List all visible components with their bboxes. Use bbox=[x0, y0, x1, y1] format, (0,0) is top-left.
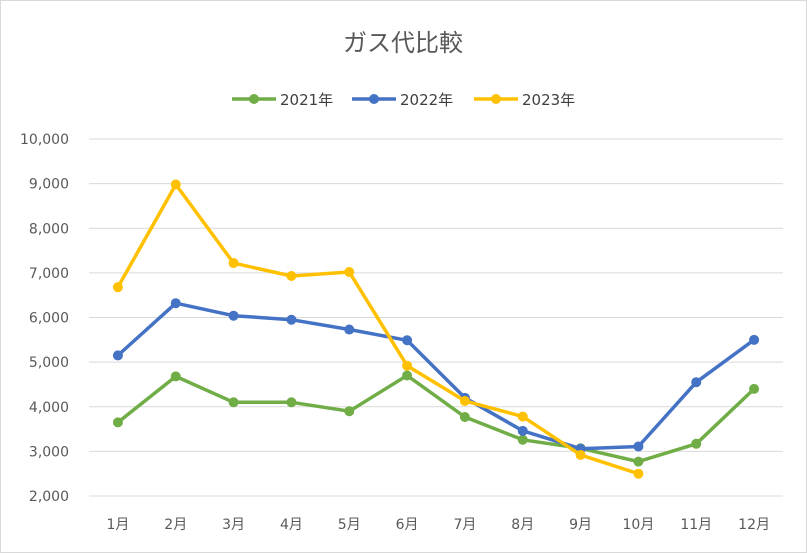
legend-marker bbox=[369, 94, 379, 104]
data-point bbox=[402, 360, 413, 371]
series-line bbox=[116, 182, 641, 476]
data-point bbox=[228, 258, 239, 269]
x-tick-label: 8月 bbox=[511, 517, 534, 533]
series-1 bbox=[112, 370, 760, 467]
y-axis: 2,000 3,000 4,000 5,000 6,000 7,000 8,000 9,000… bbox=[20, 132, 69, 505]
series-line bbox=[116, 301, 756, 451]
legend-label: 2021年 bbox=[280, 91, 333, 109]
x-tick-label: 3月 bbox=[222, 517, 245, 533]
series-group bbox=[112, 179, 760, 479]
data-point bbox=[633, 468, 644, 479]
y-tick-label: 4,000 bbox=[29, 400, 69, 416]
data-point bbox=[633, 441, 644, 452]
legend-label: 2022年 bbox=[400, 91, 453, 109]
data-point bbox=[286, 314, 297, 325]
data-point bbox=[517, 411, 528, 422]
x-tick-label: 10月 bbox=[623, 517, 655, 533]
data-point bbox=[170, 298, 181, 309]
data-point bbox=[344, 266, 355, 277]
legend-marker bbox=[491, 94, 501, 104]
data-point bbox=[459, 395, 470, 406]
data-point bbox=[112, 282, 123, 293]
data-point bbox=[459, 412, 470, 423]
x-tick-label: 9月 bbox=[569, 517, 592, 533]
gridlines bbox=[89, 138, 783, 497]
x-tick-label: 12月 bbox=[738, 517, 770, 533]
data-point bbox=[344, 324, 355, 335]
data-point bbox=[633, 456, 644, 467]
y-tick-label: 5,000 bbox=[29, 355, 69, 371]
y-tick-label: 8,000 bbox=[29, 221, 69, 237]
legend-item: 2023年 bbox=[474, 91, 575, 109]
y-tick-label: 6,000 bbox=[29, 311, 69, 327]
legend: 2021年 2022年 2023年 bbox=[232, 91, 575, 109]
data-point bbox=[402, 335, 413, 346]
y-tick-label: 9,000 bbox=[29, 177, 69, 193]
x-tick-label: 5月 bbox=[338, 517, 361, 533]
legend-item: 2022年 bbox=[352, 91, 453, 109]
legend-marker bbox=[249, 94, 259, 104]
legend-item: 2021年 bbox=[232, 91, 333, 109]
x-axis: 1月 2月 3月 4月 5月 6月 7月 8月 9月 10月 11月 12月 bbox=[106, 517, 770, 533]
x-tick-label: 11月 bbox=[680, 517, 712, 533]
data-point bbox=[112, 417, 123, 428]
data-point bbox=[286, 270, 297, 281]
data-point bbox=[749, 383, 760, 394]
x-tick-label: 2月 bbox=[164, 517, 187, 533]
y-tick-label: 10,000 bbox=[20, 132, 69, 148]
data-point bbox=[517, 425, 528, 436]
x-tick-label: 6月 bbox=[396, 517, 419, 533]
data-point bbox=[344, 406, 355, 417]
y-tick-label: 7,000 bbox=[29, 266, 69, 282]
series-line bbox=[116, 373, 756, 464]
data-point bbox=[691, 438, 702, 449]
data-point bbox=[575, 449, 586, 460]
series-3 bbox=[112, 179, 644, 479]
series-2 bbox=[112, 298, 760, 454]
data-point bbox=[691, 377, 702, 388]
x-tick-label: 1月 bbox=[106, 517, 129, 533]
data-point bbox=[517, 434, 528, 445]
chart-title: ガス代比較 bbox=[343, 29, 463, 57]
data-point bbox=[170, 179, 181, 190]
data-point bbox=[170, 371, 181, 382]
x-tick-label: 4月 bbox=[280, 517, 303, 533]
y-tick-label: 3,000 bbox=[29, 444, 69, 460]
data-point bbox=[749, 334, 760, 345]
x-tick-label: 7月 bbox=[453, 517, 476, 533]
data-point bbox=[228, 310, 239, 321]
data-point bbox=[228, 397, 239, 408]
data-point bbox=[402, 370, 413, 381]
y-tick-label: 2,000 bbox=[29, 489, 69, 505]
data-point bbox=[112, 350, 123, 361]
legend-label: 2023年 bbox=[522, 91, 575, 109]
data-point bbox=[286, 397, 297, 408]
